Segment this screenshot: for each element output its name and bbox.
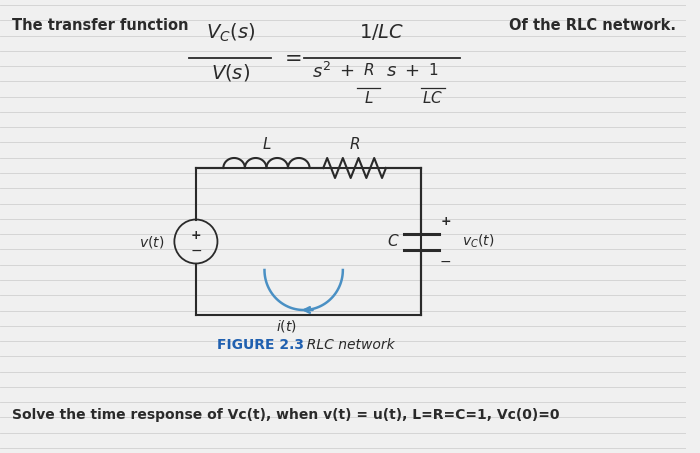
Text: $LC$: $LC$ [422,90,444,106]
Text: $s$: $s$ [386,62,397,80]
Text: $=$: $=$ [280,47,302,67]
Text: $v(t)$: $v(t)$ [139,233,164,250]
Text: $R$: $R$ [349,136,360,152]
Text: Of the RLC network.: Of the RLC network. [509,18,676,33]
Text: −: − [190,244,202,257]
Text: $i(t)$: $i(t)$ [276,318,297,334]
Text: RLC network: RLC network [298,338,394,352]
Text: $V_C(s)$: $V_C(s)$ [206,22,255,44]
Text: Solve the time response of Vc(t), when v(t) = u(t), L=R=C=1, Vc(0)=0: Solve the time response of Vc(t), when v… [12,408,559,422]
Text: $C$: $C$ [388,233,400,250]
Text: The transfer function: The transfer function [12,18,188,33]
Text: +: + [190,229,201,242]
Text: $L$: $L$ [363,90,373,106]
Text: $1/LC$: $1/LC$ [359,22,405,42]
Text: FIGURE 2.3: FIGURE 2.3 [218,338,304,352]
Text: −: − [440,255,452,269]
Text: $v_C(t)$: $v_C(t)$ [463,233,495,250]
Text: $1$: $1$ [428,62,438,78]
Text: $V(s)$: $V(s)$ [211,62,250,83]
Text: $R$: $R$ [363,62,374,78]
Text: $+$: $+$ [404,62,419,80]
Text: $L$: $L$ [262,136,271,152]
Text: +: + [440,215,451,228]
Text: $s^2$: $s^2$ [312,62,330,82]
Text: $+$: $+$ [339,62,354,80]
